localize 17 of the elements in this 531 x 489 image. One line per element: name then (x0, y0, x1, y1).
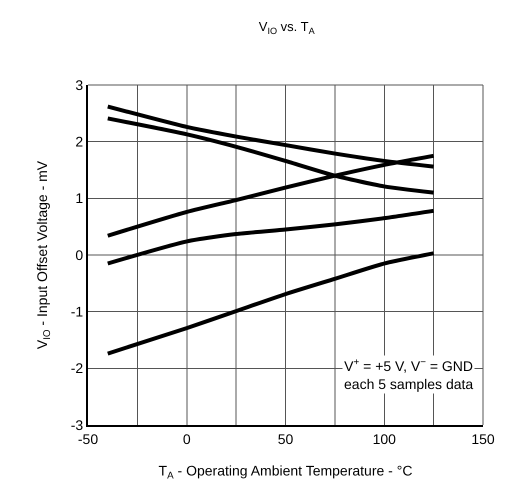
x-tick-label: -50 (78, 430, 98, 447)
y-tick-label: -1 (70, 304, 84, 320)
y-tick-label: -3 (70, 416, 84, 433)
y-tick-label: 2 (75, 134, 84, 150)
line-series (106, 208, 436, 266)
y-tick-label: -2 (70, 360, 84, 376)
annotation: V$^{+}$ = +5 V, V$^{−}$ = GND each 5 samples data (344, 357, 474, 392)
x-tick-label: 100 (372, 430, 396, 447)
x-tick-label: 0 (182, 430, 191, 447)
x-tick-label: 150 (471, 430, 495, 447)
y-tick-label: 0 (75, 246, 84, 263)
x-tick-label: 50 (278, 430, 294, 447)
x-axis-title: T$_{A}$ - Operating Ambient Temperature - °C (158, 462, 412, 482)
y-tick-label: 1 (75, 190, 84, 206)
line-series (106, 251, 436, 356)
y-tick-label: 3 (75, 76, 84, 93)
chart-title: V$_{IO}$ vs. T$_{A}$ (258, 19, 316, 36)
